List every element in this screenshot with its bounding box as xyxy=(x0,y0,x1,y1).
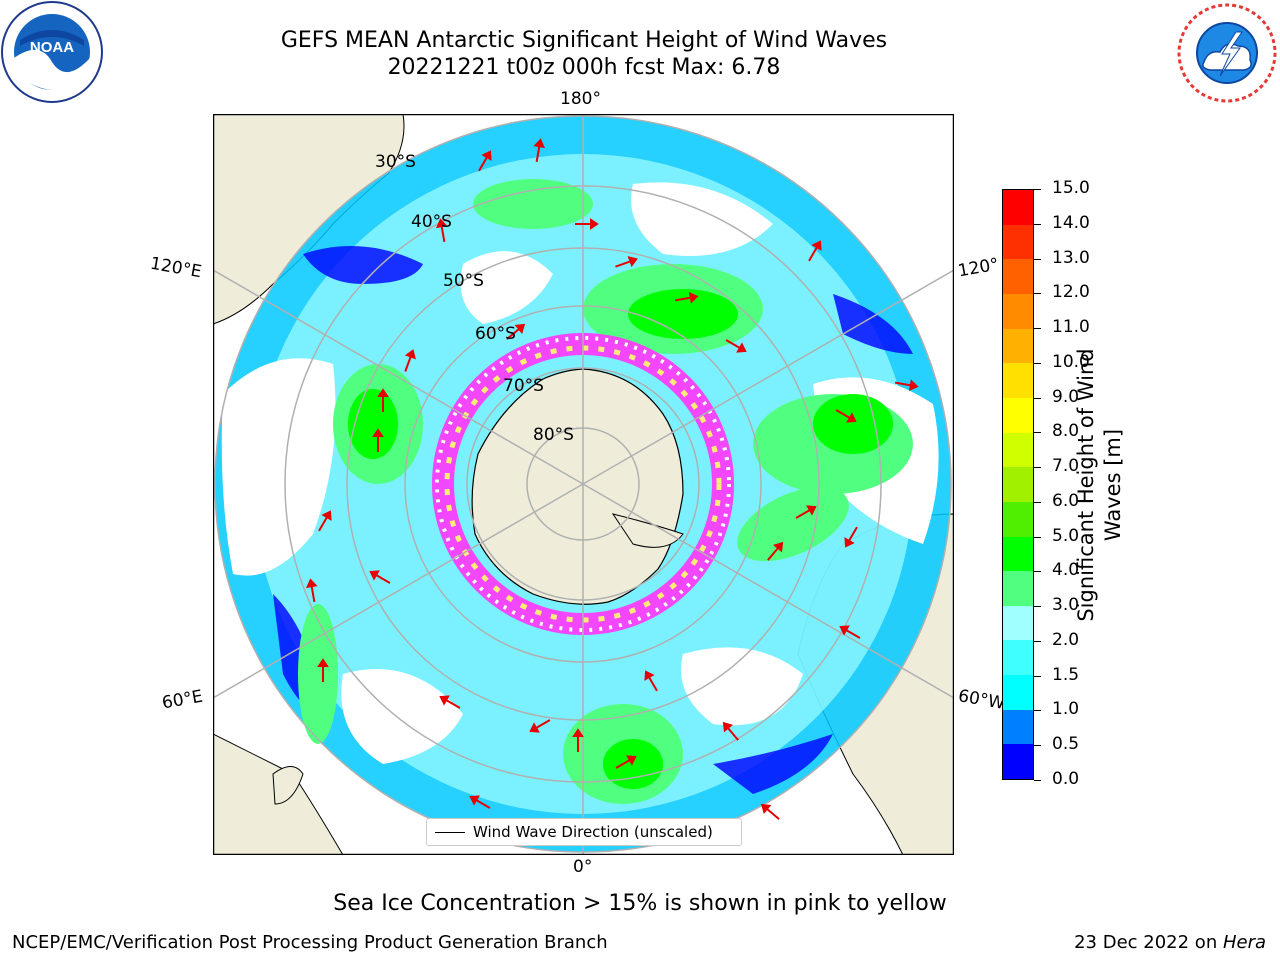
colorbar-segment xyxy=(1003,640,1033,676)
colorbar-tick-mark xyxy=(1034,293,1041,295)
colorbar-tick-label: 14.0 xyxy=(1052,212,1090,233)
colorbar-tick-label: 9.0 xyxy=(1052,386,1080,407)
footer-date-text: 23 Dec 2022 on xyxy=(1074,932,1223,953)
colorbar-label-line1: Significant Height of Wind xyxy=(1074,348,1098,622)
colorbar-segment xyxy=(1003,259,1033,295)
lat-label-80s: 80°S xyxy=(533,425,574,445)
colorbar-tick-mark xyxy=(1034,501,1041,503)
sea-ice-note: Sea Ice Concentration > 15% is shown in … xyxy=(333,891,947,916)
legend-label: Wind Wave Direction (unscaled) xyxy=(473,823,713,841)
colorbar-tick-mark xyxy=(1034,397,1041,399)
colorbar-segment xyxy=(1003,397,1033,433)
wave-direction-arrows xyxy=(306,138,919,820)
colorbar-tick-mark xyxy=(1034,640,1041,642)
colorbar-tick-label: 12.0 xyxy=(1052,282,1090,303)
nws-logo xyxy=(1176,2,1278,104)
colorbar-segment xyxy=(1003,432,1033,468)
noaa-logo-text: NOAA xyxy=(30,39,74,56)
colorbar-tick-mark xyxy=(1034,536,1041,538)
graticule xyxy=(213,114,954,855)
noaa-logo: NOAA xyxy=(0,0,104,104)
colorbar-tick-mark xyxy=(1034,223,1041,225)
colorbar-tick-mark xyxy=(1034,189,1041,190)
lat-label-60s: 60°S xyxy=(475,324,516,344)
colorbar-tick-label: 1.0 xyxy=(1052,699,1080,720)
colorbar-tick-label: 10.0 xyxy=(1052,351,1090,372)
lat-label-50s: 50°S xyxy=(443,271,484,291)
colorbar-tick-label: 4.0 xyxy=(1052,560,1080,581)
colorbar-tick-mark xyxy=(1034,745,1041,747)
colorbar-tick-mark xyxy=(1034,675,1041,677)
colorbar-tick-label: 3.0 xyxy=(1052,595,1080,616)
colorbar-tick-label: 0.5 xyxy=(1052,734,1080,755)
colorbar-tick-label: 0.0 xyxy=(1052,769,1080,789)
colorbar xyxy=(1002,189,1034,780)
colorbar-segment xyxy=(1003,501,1033,537)
lon-label-60w: 60°W xyxy=(956,686,1007,714)
colorbar-segment xyxy=(1003,571,1033,606)
lon-label-180: 180° xyxy=(560,89,601,109)
colorbar-tick-label: 5.0 xyxy=(1052,525,1080,546)
colorbar-segment xyxy=(1003,744,1033,779)
land-madagascar xyxy=(272,766,304,805)
footer-date: 23 Dec 2022 on Hera xyxy=(1074,932,1266,953)
lon-label-120e: 120°E xyxy=(148,253,204,283)
colorbar-tick-label: 15.0 xyxy=(1052,178,1090,198)
footer-machine: Hera xyxy=(1222,932,1266,953)
lon-label-0: 0° xyxy=(573,857,593,877)
colorbar-tick-mark xyxy=(1034,328,1041,330)
colorbar-tick-mark xyxy=(1034,571,1041,573)
colorbar-tick-mark xyxy=(1034,780,1041,781)
lon-label-120w: 120° xyxy=(956,254,1001,282)
colorbar-segment xyxy=(1003,709,1033,745)
footer-branch: NCEP/EMC/Verification Post Processing Pr… xyxy=(12,932,608,953)
polar-map: 30°S 40°S 50°S 60°S 70°S 80°S Wind Wave … xyxy=(213,114,954,855)
colorbar-tick-label: 2.0 xyxy=(1052,629,1080,650)
colorbar-tick-label: 6.0 xyxy=(1052,490,1080,511)
colorbar-tick-mark xyxy=(1034,710,1041,712)
lat-label-40s: 40°S xyxy=(411,212,452,232)
colorbar-segment xyxy=(1003,190,1033,225)
colorbar-tick-label: 1.5 xyxy=(1052,664,1080,685)
colorbar-segment xyxy=(1003,294,1033,329)
colorbar-tick-label: 13.0 xyxy=(1052,247,1090,268)
colorbar-tick-mark xyxy=(1034,606,1041,608)
colorbar-segment xyxy=(1003,536,1033,572)
map-legend: Wind Wave Direction (unscaled) xyxy=(426,818,742,846)
colorbar-tick-label: 7.0 xyxy=(1052,456,1080,477)
colorbar-segment xyxy=(1003,605,1033,641)
colorbar-segment xyxy=(1003,467,1033,502)
colorbar-segment xyxy=(1003,224,1033,260)
colorbar-tick-label: 11.0 xyxy=(1052,317,1090,338)
colorbar-label-line2: Waves [m] xyxy=(1101,428,1125,542)
lon-label-60e: 60°E xyxy=(160,686,205,714)
colorbar-tick-mark xyxy=(1034,432,1041,434)
lat-label-70s: 70°S xyxy=(503,376,544,396)
legend-line-swatch xyxy=(435,831,465,833)
chart-title-line2: 20221221 t00z 000h fcst Max: 6.78 xyxy=(387,55,781,80)
colorbar-tick-mark xyxy=(1034,258,1041,260)
colorbar-tick-mark xyxy=(1034,467,1041,469)
colorbar-segment xyxy=(1003,328,1033,364)
colorbar-segment xyxy=(1003,675,1033,710)
colorbar-tick-label: 8.0 xyxy=(1052,421,1080,442)
chart-title-line1: GEFS MEAN Antarctic Significant Height o… xyxy=(280,28,888,53)
colorbar-segment xyxy=(1003,363,1033,398)
lat-label-30s: 30°S xyxy=(375,152,416,172)
colorbar-tick-mark xyxy=(1034,362,1041,364)
